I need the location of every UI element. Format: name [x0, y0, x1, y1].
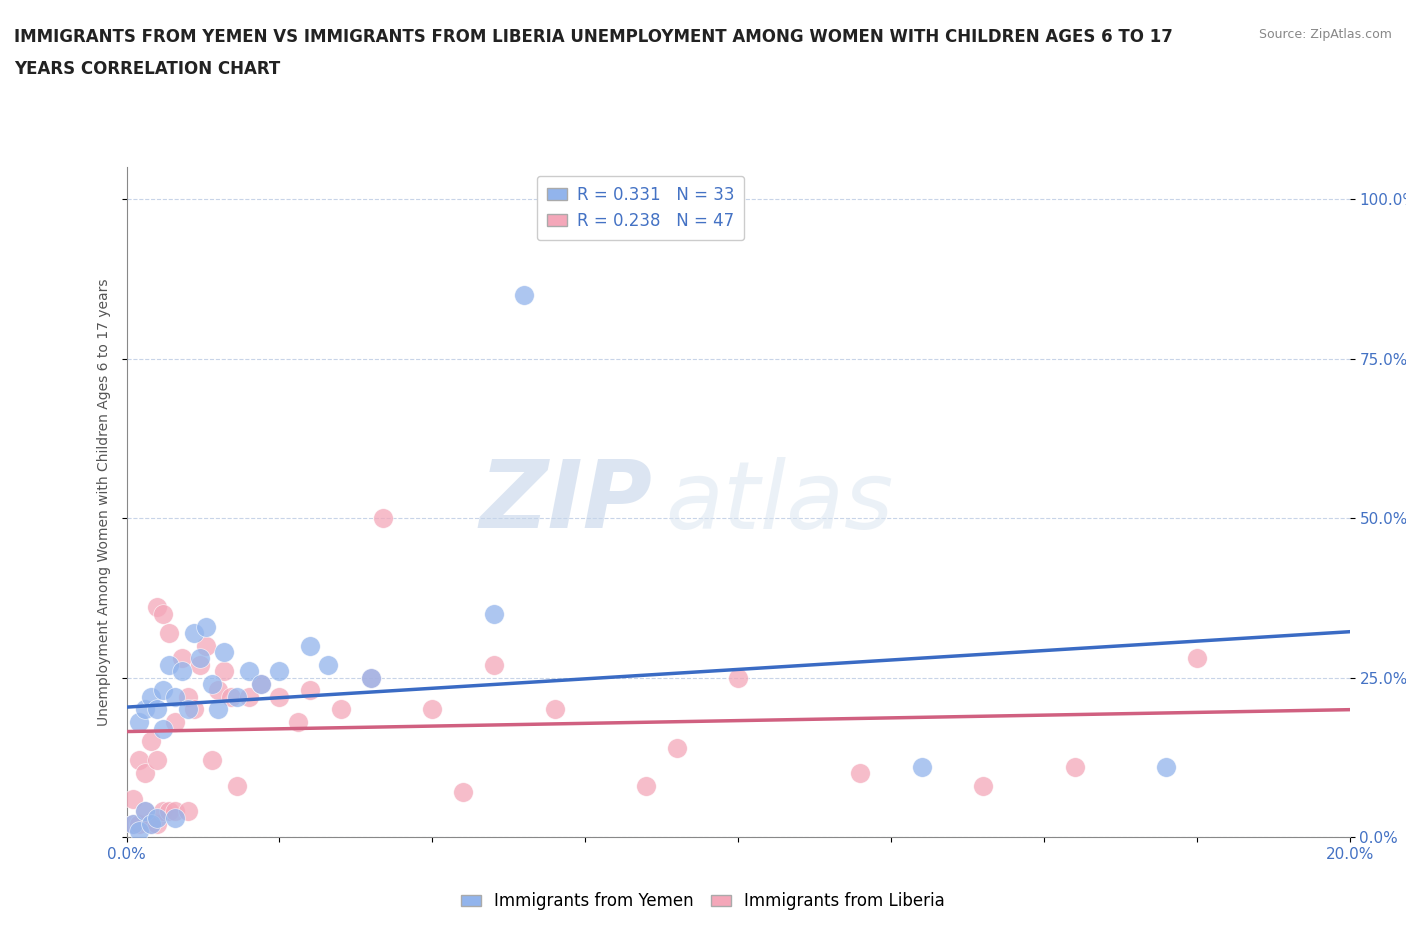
Point — [250, 676, 273, 691]
Point — [195, 619, 218, 634]
Point — [146, 600, 169, 615]
Point — [360, 671, 382, 685]
Point — [1156, 760, 1178, 775]
Point — [195, 638, 218, 653]
Point — [121, 817, 143, 831]
Point — [157, 804, 180, 819]
Point — [177, 702, 200, 717]
Point — [287, 715, 309, 730]
Legend: R = 0.331   N = 33, R = 0.238   N = 47: R = 0.331 N = 33, R = 0.238 N = 47 — [537, 176, 744, 240]
Point — [177, 689, 200, 704]
Point — [139, 689, 162, 704]
Point — [165, 715, 187, 730]
Point — [157, 658, 180, 672]
Text: YEARS CORRELATION CHART: YEARS CORRELATION CHART — [14, 60, 280, 78]
Point — [165, 804, 187, 819]
Point — [451, 785, 474, 800]
Point — [165, 689, 187, 704]
Point — [152, 804, 174, 819]
Point — [128, 823, 150, 838]
Point — [849, 765, 872, 780]
Point — [329, 702, 352, 717]
Point — [177, 804, 200, 819]
Point — [170, 651, 193, 666]
Point — [152, 721, 174, 736]
Point — [128, 715, 150, 730]
Point — [1185, 651, 1208, 666]
Point — [727, 671, 749, 685]
Point — [666, 740, 689, 755]
Point — [188, 658, 211, 672]
Point — [972, 778, 994, 793]
Point — [139, 817, 162, 831]
Point — [299, 638, 322, 653]
Y-axis label: Unemployment Among Women with Children Ages 6 to 17 years: Unemployment Among Women with Children A… — [97, 278, 111, 726]
Point — [188, 651, 211, 666]
Point — [165, 810, 187, 825]
Point — [201, 753, 224, 768]
Point — [146, 753, 169, 768]
Point — [269, 689, 291, 704]
Point — [214, 644, 236, 659]
Point — [183, 626, 205, 641]
Point — [128, 817, 150, 831]
Point — [134, 804, 156, 819]
Point — [134, 765, 156, 780]
Point — [269, 664, 291, 679]
Point — [183, 702, 205, 717]
Point — [238, 689, 260, 704]
Point — [250, 676, 273, 691]
Point — [152, 683, 174, 698]
Point — [422, 702, 444, 717]
Point — [1063, 760, 1085, 775]
Point — [299, 683, 322, 698]
Text: IMMIGRANTS FROM YEMEN VS IMMIGRANTS FROM LIBERIA UNEMPLOYMENT AMONG WOMEN WITH C: IMMIGRANTS FROM YEMEN VS IMMIGRANTS FROM… — [14, 28, 1173, 46]
Text: atlas: atlas — [665, 457, 893, 548]
Point — [170, 664, 193, 679]
Point — [139, 734, 162, 749]
Point — [214, 664, 236, 679]
Point — [121, 817, 143, 831]
Point — [139, 817, 162, 831]
Point — [238, 664, 260, 679]
Point — [318, 658, 340, 672]
Point — [157, 626, 180, 641]
Point — [134, 804, 156, 819]
Point — [128, 753, 150, 768]
Point — [360, 671, 382, 685]
Point — [121, 791, 143, 806]
Point — [513, 287, 536, 302]
Point — [207, 683, 229, 698]
Point — [219, 689, 242, 704]
Text: ZIP: ZIP — [479, 457, 652, 548]
Point — [911, 760, 934, 775]
Point — [152, 606, 174, 621]
Point — [146, 810, 169, 825]
Point — [134, 702, 156, 717]
Point — [207, 702, 229, 717]
Legend: Immigrants from Yemen, Immigrants from Liberia: Immigrants from Yemen, Immigrants from L… — [454, 885, 952, 917]
Point — [543, 702, 565, 717]
Text: Source: ZipAtlas.com: Source: ZipAtlas.com — [1258, 28, 1392, 41]
Point — [482, 658, 505, 672]
Point — [225, 689, 247, 704]
Point — [482, 606, 505, 621]
Point — [636, 778, 658, 793]
Point — [146, 702, 169, 717]
Point — [146, 817, 169, 831]
Point — [225, 778, 247, 793]
Point — [201, 676, 224, 691]
Point — [373, 511, 395, 525]
